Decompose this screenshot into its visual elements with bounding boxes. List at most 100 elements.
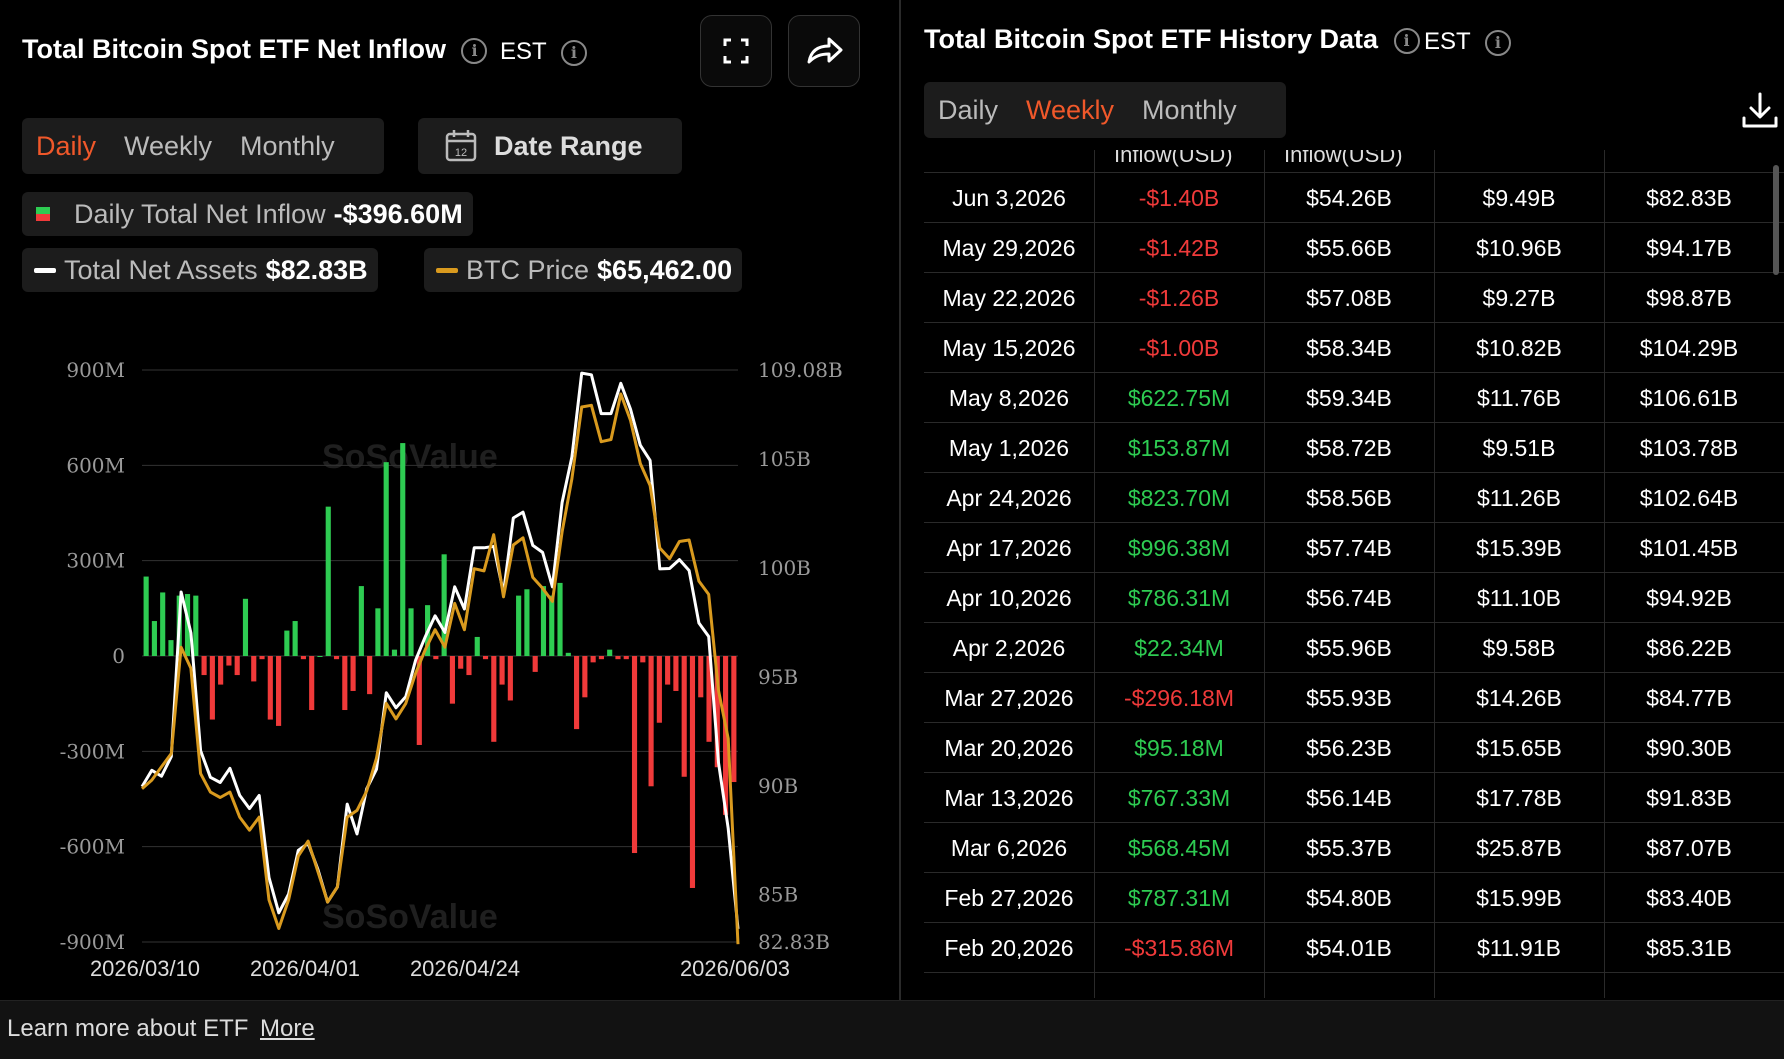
table-row[interactable]: May 29,2026 -$1.42B $55.66B $10.96B $94.17B	[924, 222, 1784, 273]
inflow-bar[interactable]	[416, 656, 422, 745]
inflow-bar[interactable]	[673, 656, 679, 691]
table-row[interactable]: Apr 10,2026 $786.31M $56.74B $11.10B $94.92B	[924, 572, 1784, 623]
table-row[interactable]: Jun 3,2026 -$1.40B $54.26B $9.49B $82.83B	[924, 172, 1784, 223]
inflow-bar[interactable]	[160, 592, 166, 656]
table-row[interactable]: May 15,2026 -$1.00B $58.34B $10.82B $104.29B	[924, 322, 1784, 373]
inflow-bar[interactable]	[226, 656, 232, 666]
inflow-bar[interactable]	[582, 656, 588, 698]
inflow-bar[interactable]	[400, 443, 406, 656]
inflow-bar[interactable]	[201, 656, 207, 676]
inflow-bar[interactable]	[689, 656, 696, 888]
net-assets-line[interactable]	[140, 371, 740, 930]
fullscreen-button[interactable]	[700, 15, 772, 87]
inflow-bar[interactable]	[540, 586, 547, 656]
inflow-bar[interactable]	[499, 656, 505, 685]
inflow-bar[interactable]	[292, 621, 298, 656]
inflow-bar[interactable]	[731, 656, 737, 783]
inflow-bar[interactable]	[607, 649, 613, 656]
inflow-bar[interactable]	[565, 652, 571, 656]
inflow-bar[interactable]	[723, 656, 729, 815]
inflow-bar[interactable]	[524, 589, 530, 656]
info-icon[interactable]: i	[560, 39, 587, 66]
inflow-bar[interactable]	[656, 656, 662, 723]
inflow-bar[interactable]	[458, 656, 464, 669]
inflow-bar[interactable]	[449, 656, 455, 704]
inflow-bar[interactable]	[151, 621, 157, 656]
inflow-bar[interactable]	[482, 656, 489, 660]
btc-price-line[interactable]	[141, 392, 740, 945]
inflow-bar[interactable]	[350, 656, 356, 691]
inflow-bar[interactable]	[598, 656, 604, 660]
table-row[interactable]: Mar 13,2026 $767.33M $56.14B $17.78B $91.83B	[924, 772, 1784, 823]
inflow-bar[interactable]	[532, 656, 538, 672]
inflow-bar[interactable]	[466, 656, 472, 676]
tab-daily[interactable]: Daily	[938, 94, 999, 125]
share-button[interactable]	[788, 15, 860, 87]
inflow-bar[interactable]	[383, 462, 389, 656]
inflow-bar[interactable]	[681, 656, 687, 777]
inflow-bar[interactable]	[342, 656, 348, 711]
inflow-bar[interactable]	[259, 656, 265, 660]
tab-weekly[interactable]: Weekly	[1026, 94, 1115, 125]
inflow-bar[interactable]	[358, 586, 364, 656]
inflow-bar[interactable]	[325, 506, 331, 656]
download-icon[interactable]	[1738, 88, 1782, 132]
daily-inflow-legend[interactable]: Daily Total Net Inflow -$396.60M	[22, 192, 473, 236]
table-row[interactable]: Feb 20,2026 -$315.86M $54.01B $11.91B $85.31…	[924, 922, 1784, 973]
inflow-bar[interactable]	[441, 554, 447, 656]
inflow-bar[interactable]	[209, 656, 215, 720]
inflow-bar[interactable]	[433, 656, 439, 660]
inflow-bar[interactable]	[218, 656, 224, 685]
table-row[interactable]: May 1,2026 $153.87M $58.72B $9.51B $103.78B	[924, 422, 1784, 473]
inflow-bar[interactable]	[242, 598, 249, 656]
inflow-bar[interactable]	[251, 656, 257, 682]
inflow-bar[interactable]	[491, 656, 497, 742]
net-assets-legend[interactable]: Total Net Assets $82.83B	[22, 248, 378, 292]
inflow-bar[interactable]	[590, 656, 596, 663]
info-icon[interactable]: i	[1393, 27, 1420, 54]
tab-monthly[interactable]: Monthly	[240, 130, 335, 161]
more-link[interactable]: More	[260, 1015, 315, 1042]
inflow-bar[interactable]	[317, 656, 323, 657]
tab-monthly[interactable]: Monthly	[1142, 94, 1237, 125]
inflow-bar[interactable]	[168, 640, 174, 656]
table-row[interactable]: Apr 24,2026 $823.70M $58.56B $11.26B $102.64…	[924, 472, 1784, 523]
table-row[interactable]: May 8,2026 $622.75M $59.34B $11.76B $106.61B	[924, 372, 1784, 423]
inflow-bar[interactable]	[615, 656, 621, 660]
inflow-bar[interactable]	[333, 656, 340, 660]
inflow-bar[interactable]	[300, 656, 306, 660]
history-table[interactable]: Inflow(USD) Inflow(USD) Jun 3,2026 -$1.40…	[924, 150, 1784, 998]
inflow-bar[interactable]	[193, 595, 199, 656]
inflow-bar[interactable]	[557, 582, 563, 656]
inflow-chart[interactable]: 900M 600M 300M 0 -300M -600M -900M 109.08B 105B 1…	[0, 330, 900, 980]
inflow-bar[interactable]	[665, 656, 671, 685]
inflow-bar[interactable]	[474, 636, 480, 656]
table-row[interactable]: Apr 2,2026 $22.34M $55.96B $9.58B $86.22B	[924, 622, 1784, 673]
inflow-bar[interactable]	[309, 656, 315, 711]
table-row[interactable]: Feb 27,2026 $787.31M $54.80B $15.99B $83.40B	[924, 872, 1784, 923]
table-row[interactable]: Apr 17,2026 $996.38M $57.74B $15.39B $101.45…	[924, 522, 1784, 573]
inflow-bar[interactable]	[516, 595, 522, 656]
inflow-bar[interactable]	[143, 576, 149, 656]
inflow-bar[interactable]	[631, 656, 638, 854]
inflow-bar[interactable]	[375, 608, 381, 656]
inflow-bar[interactable]	[574, 656, 580, 730]
inflow-bar[interactable]	[284, 630, 290, 656]
info-icon[interactable]: i	[461, 37, 488, 64]
inflow-bar[interactable]	[714, 656, 720, 768]
inflow-bar[interactable]	[698, 656, 704, 698]
inflow-bar[interactable]	[549, 595, 555, 656]
inflow-bar[interactable]	[640, 656, 646, 663]
inflow-bar[interactable]	[507, 656, 513, 701]
tab-weekly[interactable]: Weekly	[124, 130, 213, 161]
table-row[interactable]: Mar 27,2026 -$296.18M $55.93B $14.26B $84.77…	[924, 672, 1784, 723]
table-row[interactable]: Mar 20,2026 $95.18M $56.23B $15.65B $90.30B	[924, 722, 1784, 773]
table-row[interactable]: Mar 6,2026 $568.45M $55.37B $25.87B $87.07B	[924, 822, 1784, 873]
info-icon[interactable]: i	[1484, 29, 1511, 56]
date-range-button[interactable]: 12 Date Range	[418, 118, 682, 174]
inflow-bar[interactable]	[648, 656, 654, 787]
inflow-bar[interactable]	[234, 656, 240, 676]
table-row[interactable]: May 22,2026 -$1.26B $57.08B $9.27B $98.87B	[924, 272, 1784, 323]
inflow-bar[interactable]	[367, 656, 373, 695]
btc-price-legend[interactable]: BTC Price $65,462.00	[424, 248, 743, 292]
